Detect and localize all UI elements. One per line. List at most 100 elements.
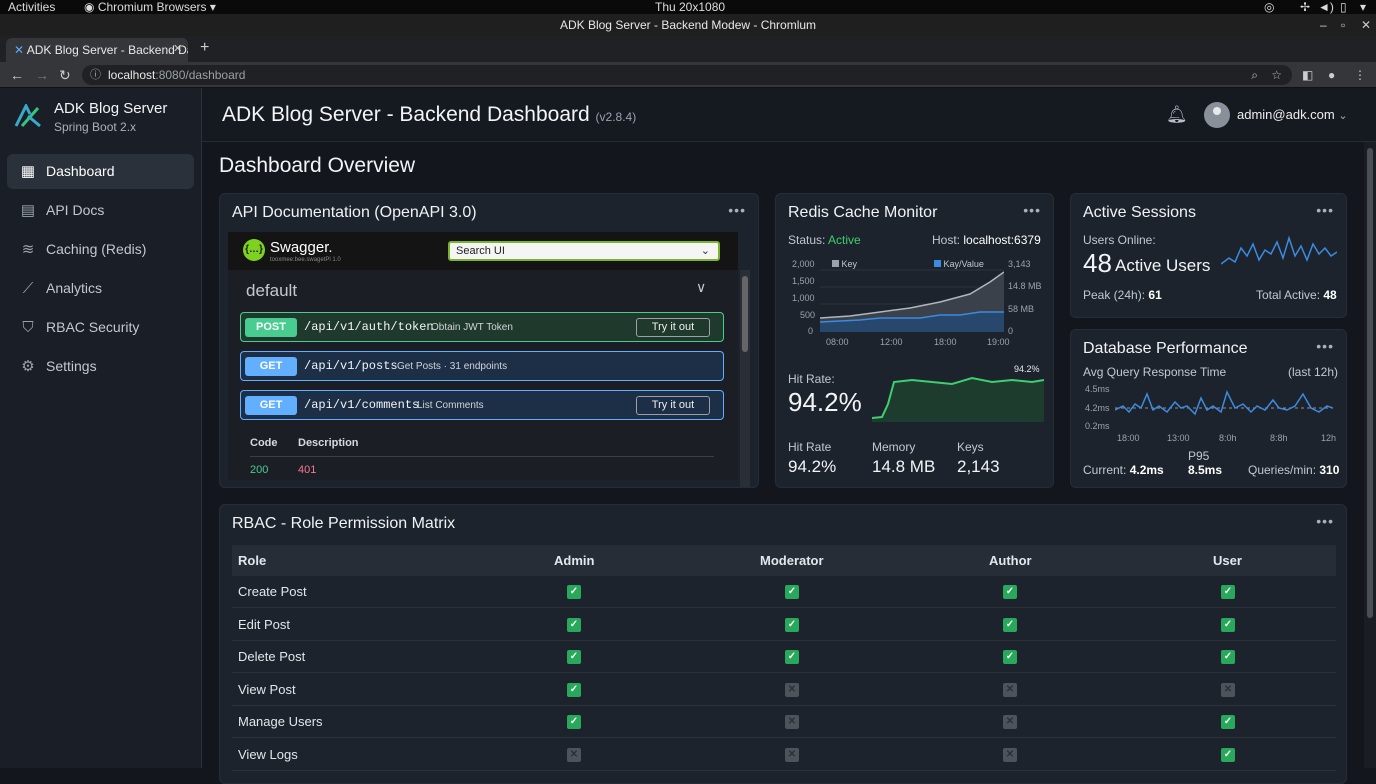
checkbox-checked-icon[interactable]: ✓ <box>1221 747 1235 762</box>
x-tick-label: 12:00 <box>880 337 903 347</box>
checkbox-checked-icon[interactable]: ✓ <box>785 617 799 632</box>
checkbox-checked-icon[interactable]: ✓ <box>1003 617 1017 632</box>
checkbox-checked-icon[interactable]: ✓ <box>785 650 799 664</box>
forward-icon[interactable]: → <box>35 67 49 83</box>
app-menu-label: Chromium Browsers <box>97 0 207 14</box>
operation-desc: List Comments <box>417 400 484 411</box>
system-menu-icon[interactable]: ▾ <box>1360 0 1367 14</box>
address-bar[interactable]: ⓘ localhost:8080/dashboard ⌕ ☆ <box>82 65 1292 85</box>
checkbox-unchecked-icon[interactable]: ✕ <box>785 715 799 729</box>
checkbox-checked-icon[interactable]: ✓ <box>567 617 581 632</box>
user-email: admin@adk.com <box>1237 107 1335 122</box>
x-tick-label: 19:00 <box>987 337 1010 347</box>
checkbox-checked-icon[interactable]: ✓ <box>1221 617 1235 632</box>
try-it-out-button[interactable]: Try it out <box>636 318 710 337</box>
close-window-icon[interactable]: ✕ <box>1361 18 1372 32</box>
try-it-out-button[interactable]: Try it out <box>636 396 710 415</box>
users-online-label: Users Online: <box>1083 233 1156 247</box>
sidebar-item-dashboard[interactable]: ▦ Dashboard <box>7 154 194 189</box>
accessibility-icon[interactable]: ✢ <box>1300 0 1311 14</box>
checkbox-unchecked-icon[interactable]: ✕ <box>1003 715 1017 729</box>
checkbox-checked-icon[interactable]: ✓ <box>785 585 799 599</box>
operation-get-posts[interactable]: GET /api/v1/posts Get Posts · 31 endpoin… <box>240 351 724 381</box>
battery-icon[interactable]: ▯ <box>1340 0 1347 14</box>
info-icon[interactable]: ⓘ <box>90 69 101 81</box>
checkbox-checked-icon[interactable]: ✓ <box>1221 650 1235 664</box>
user-menu[interactable]: admin@adk.com ⌄ <box>1237 107 1348 122</box>
volume-icon[interactable]: ◄) <box>1318 0 1334 14</box>
card-title: RBAC - Role Permission Matrix <box>232 515 456 532</box>
permission-name: Manage Users <box>238 714 323 729</box>
checkbox-unchecked-icon[interactable]: ✕ <box>1003 682 1017 697</box>
checkbox-checked-icon[interactable]: ✓ <box>1003 585 1017 599</box>
bell-icon[interactable]: 🔔︎ <box>1166 105 1188 124</box>
bookmark-star-icon[interactable]: ☆ <box>1271 68 1282 82</box>
sidebar-item-settings[interactable]: ⚙ Settings <box>7 349 194 384</box>
operation-post-auth-token[interactable]: POST /api/v1/auth/token Obtain JWT Token… <box>240 312 724 342</box>
back-icon[interactable]: ← <box>10 67 24 83</box>
response-series-line <box>1115 389 1333 416</box>
sidebar-item-analytics[interactable]: ⟋ Analytics <box>7 271 194 306</box>
scrollbar-thumb[interactable] <box>742 276 748 352</box>
y-tick-label: 3,143 <box>1008 259 1031 269</box>
reload-icon[interactable]: ↻ <box>59 67 71 83</box>
sidebar-item-api-docs[interactable]: ▤ API Docs <box>7 193 194 228</box>
operation-get-comments[interactable]: GET /api/v1/comments List Comments Try i… <box>240 390 724 420</box>
checkbox-checked-icon[interactable]: ✓ <box>1221 715 1235 729</box>
maximize-icon[interactable]: ▫ <box>1341 18 1346 32</box>
p95-value: 8.5ms <box>1188 463 1223 477</box>
checkbox-checked-icon[interactable]: ✓ <box>567 715 581 729</box>
new-tab-icon[interactable]: + <box>200 39 210 56</box>
network-icon[interactable]: ◎ <box>1264 0 1275 14</box>
version-label: (v2.8.4) <box>595 110 637 124</box>
minimize-icon[interactable]: – <box>1320 18 1327 32</box>
y-tick-label: 1,500 <box>792 276 815 286</box>
close-tab-icon[interactable]: ✕ <box>173 43 183 55</box>
swagger-scrollbar[interactable] <box>740 270 750 487</box>
swagger-search-select[interactable]: Search UI ⌄ <box>448 241 720 261</box>
legend-swatch <box>832 260 839 267</box>
db-response-chart <box>1115 389 1333 416</box>
zoom-icon[interactable]: ⌕ <box>1251 68 1258 82</box>
more-options-icon[interactable]: ••• <box>1316 338 1334 354</box>
chevron-down-icon[interactable]: ∨ <box>696 279 707 295</box>
checkbox-unchecked-icon[interactable]: ✕ <box>567 747 581 762</box>
activities-button[interactable]: Activities <box>8 0 56 14</box>
more-options-icon[interactable]: ••• <box>728 202 746 218</box>
adk-logo-icon <box>14 104 41 128</box>
active-users-label: Active Users <box>1115 256 1211 275</box>
checkbox-unchecked-icon[interactable]: ✕ <box>785 682 799 697</box>
side-panel-icon[interactable]: ◧ <box>1302 68 1314 82</box>
more-options-icon[interactable]: ••• <box>1316 513 1334 529</box>
avatar[interactable] <box>1204 102 1230 128</box>
page-scrollbar[interactable] <box>1364 142 1376 768</box>
sparkline-label: 94.2% <box>1014 364 1040 374</box>
checkbox-checked-icon[interactable]: ✓ <box>1221 585 1235 599</box>
browser-tab[interactable]: ✕ ADK Blog Server - Backend Dashboard <box>6 38 188 62</box>
x-tick-label: 18:00 <box>934 337 957 347</box>
more-options-icon[interactable]: ••• <box>1023 202 1041 218</box>
app-menu[interactable]: ◉ Chromium Browsers ▾ <box>84 0 216 14</box>
status-badge: Active <box>828 233 861 247</box>
profile-icon[interactable]: ● <box>1328 68 1336 82</box>
sparkline-line <box>1221 235 1337 265</box>
rbac-matrix-card: RBAC - Role Permission Matrix ••• Role A… <box>219 504 1347 784</box>
clock[interactable]: Thu 20x1080 <box>655 0 726 14</box>
checkbox-unchecked-icon[interactable]: ✕ <box>785 747 799 762</box>
checkbox-unchecked-icon[interactable]: ✕ <box>1003 747 1017 762</box>
browser-menu-icon[interactable]: ⋮ <box>1354 68 1366 82</box>
sidebar-item-caching[interactable]: ≋ Caching (Redis) <box>7 232 194 267</box>
tab-title: ADK Blog Server - Backend Dashboard <box>26 43 188 57</box>
chevron-down-icon: ⌄ <box>1338 110 1348 122</box>
chromium-icon: ◉ <box>84 0 98 14</box>
checkbox-checked-icon[interactable]: ✓ <box>1003 650 1017 664</box>
hit-rate-label: Hit Rate: <box>788 372 835 386</box>
section-title[interactable]: default <box>246 281 298 300</box>
checkbox-checked-icon[interactable]: ✓ <box>567 650 581 664</box>
checkbox-unchecked-icon[interactable]: ✕ <box>1221 682 1235 697</box>
more-options-icon[interactable]: ••• <box>1316 202 1334 218</box>
checkbox-checked-icon[interactable]: ✓ <box>567 585 581 599</box>
sidebar-item-rbac-security[interactable]: ⛉ RBAC Security <box>7 310 194 345</box>
scrollbar-thumb[interactable] <box>1367 148 1373 618</box>
checkbox-checked-icon[interactable]: ✓ <box>567 682 581 697</box>
